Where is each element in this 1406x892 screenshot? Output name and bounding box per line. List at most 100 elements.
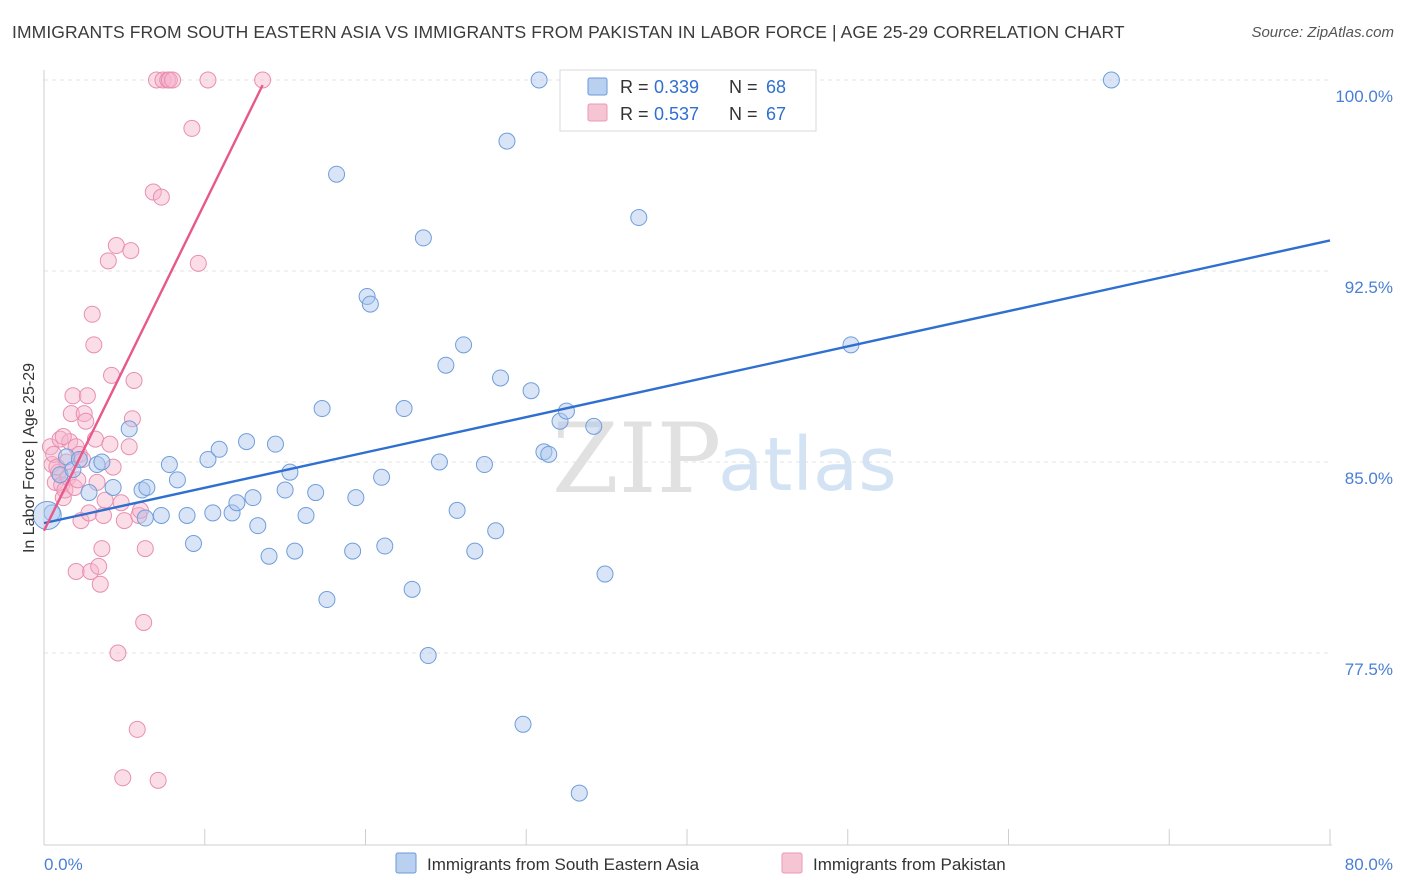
sea-point-5[interactable] (80, 484, 98, 502)
sea-point-16[interactable] (178, 506, 196, 524)
sea-point-42[interactable] (395, 400, 413, 418)
pakistan-point-51[interactable] (136, 540, 154, 558)
sea-point-8[interactable] (104, 478, 122, 496)
pakistan-point-25[interactable] (83, 305, 101, 323)
sea-point-43[interactable] (403, 580, 421, 598)
pakistan-point-38[interactable] (107, 237, 125, 255)
pakistan-point-12[interactable] (62, 405, 80, 423)
sea-point-59[interactable] (540, 445, 558, 463)
sea-point-25[interactable] (249, 517, 267, 535)
sea-point-41[interactable] (376, 537, 394, 555)
sea-point-6[interactable] (88, 456, 106, 474)
sea-point-11[interactable] (138, 478, 156, 496)
pakistan-point-24[interactable] (82, 563, 100, 581)
pakistan-point-34[interactable] (99, 252, 117, 270)
sea-point-48[interactable] (448, 501, 466, 519)
sea-point-29[interactable] (281, 463, 299, 481)
sea-point-66[interactable] (1102, 71, 1120, 89)
sea-point-54[interactable] (498, 132, 516, 150)
sea-point-53[interactable] (492, 369, 510, 387)
sea-point-31[interactable] (297, 506, 315, 524)
sea-point-34[interactable] (318, 591, 336, 609)
sea-point-22[interactable] (228, 494, 246, 512)
sea-point-15[interactable] (168, 471, 186, 489)
pakistan-point-13[interactable] (64, 387, 82, 405)
bottom-legend-swatch-pink[interactable] (781, 852, 803, 874)
sea-point-32[interactable] (307, 484, 325, 502)
pakistan-point-64[interactable] (54, 428, 72, 446)
pakistan-point-22[interactable] (78, 387, 96, 405)
pakistan-point-29[interactable] (90, 557, 108, 575)
sea-point-26[interactable] (260, 547, 278, 565)
sea-point-21[interactable] (223, 504, 241, 522)
pakistan-point-5[interactable] (51, 430, 69, 448)
sea-point-23[interactable] (238, 433, 256, 451)
sea-point-62[interactable] (585, 417, 603, 435)
sea-point-58[interactable] (535, 443, 553, 461)
pakistan-point-45[interactable] (123, 410, 141, 428)
sea-point-17[interactable] (184, 534, 202, 552)
sea-point-56[interactable] (522, 382, 540, 400)
bottom-legend-swatch-blue[interactable] (395, 852, 417, 874)
pakistan-point-2[interactable] (45, 445, 63, 463)
sea-point-40[interactable] (373, 468, 391, 486)
sea-point-20[interactable] (210, 440, 228, 458)
sea-point-64[interactable] (630, 209, 648, 227)
pakistan-point-26[interactable] (85, 336, 103, 354)
pakistan-point-60[interactable] (183, 119, 201, 137)
sea-point-50[interactable] (466, 542, 484, 560)
sea-point-9[interactable] (120, 420, 138, 438)
sea-point-39[interactable] (361, 295, 379, 313)
sea-point-28[interactable] (276, 481, 294, 499)
sea-point-35[interactable] (328, 165, 346, 183)
sea-point-60[interactable] (551, 412, 569, 430)
pakistan-point-54[interactable] (149, 771, 167, 789)
pakistan-point-56[interactable] (154, 71, 172, 89)
pakistan-point-62[interactable] (254, 71, 272, 89)
pakistan-point-35[interactable] (101, 435, 119, 453)
sea-point-63[interactable] (596, 565, 614, 583)
sea-point-46[interactable] (430, 453, 448, 471)
sea-point-45[interactable] (419, 647, 437, 665)
sea-point-67[interactable] (557, 402, 575, 420)
sea-point-1[interactable] (51, 466, 69, 484)
pakistan-point-55[interactable] (152, 188, 170, 206)
pakistan-point-59[interactable] (164, 71, 182, 89)
sea-point-61[interactable] (570, 784, 588, 802)
pakistan-point-42[interactable] (115, 512, 133, 530)
pakistan-point-61[interactable] (199, 71, 217, 89)
sea-point-47[interactable] (437, 356, 455, 374)
sea-point-14[interactable] (160, 456, 178, 474)
sea-point-55[interactable] (514, 715, 532, 733)
pakistan-point-43[interactable] (120, 438, 138, 456)
sea-point-44[interactable] (414, 229, 432, 247)
pakistan-point-30[interactable] (91, 575, 109, 593)
sea-point-10[interactable] (133, 481, 151, 499)
sea-point-13[interactable] (152, 506, 170, 524)
pakistan-point-39[interactable] (109, 644, 127, 662)
sea-point-18[interactable] (199, 450, 217, 468)
sea-point-12[interactable] (136, 509, 154, 527)
sea-point-30[interactable] (286, 542, 304, 560)
pakistan-point-52[interactable] (144, 183, 162, 201)
pakistan-point-50[interactable] (135, 613, 153, 631)
pakistan-point-47[interactable] (128, 720, 146, 738)
sea-point-49[interactable] (455, 336, 473, 354)
pakistan-point-21[interactable] (77, 412, 95, 430)
pakistan-point-18[interactable] (67, 563, 85, 581)
sea-point-33[interactable] (313, 400, 331, 418)
pakistan-point-46[interactable] (125, 372, 143, 390)
sea-point-24[interactable] (244, 489, 262, 507)
sea-point-57[interactable] (530, 71, 548, 89)
sea-point-52[interactable] (487, 522, 505, 540)
sea-point-36[interactable] (344, 542, 362, 560)
sea-point-51[interactable] (475, 456, 493, 474)
pakistan-point-41[interactable] (114, 769, 132, 787)
pakistan-point-31[interactable] (93, 540, 111, 558)
sea-point-19[interactable] (204, 504, 222, 522)
sea-point-37[interactable] (347, 489, 365, 507)
sea-point-27[interactable] (266, 435, 284, 453)
sea-point-7[interactable] (93, 453, 111, 471)
pakistan-point-44[interactable] (122, 242, 140, 260)
pakistan-point-63[interactable] (189, 254, 207, 272)
